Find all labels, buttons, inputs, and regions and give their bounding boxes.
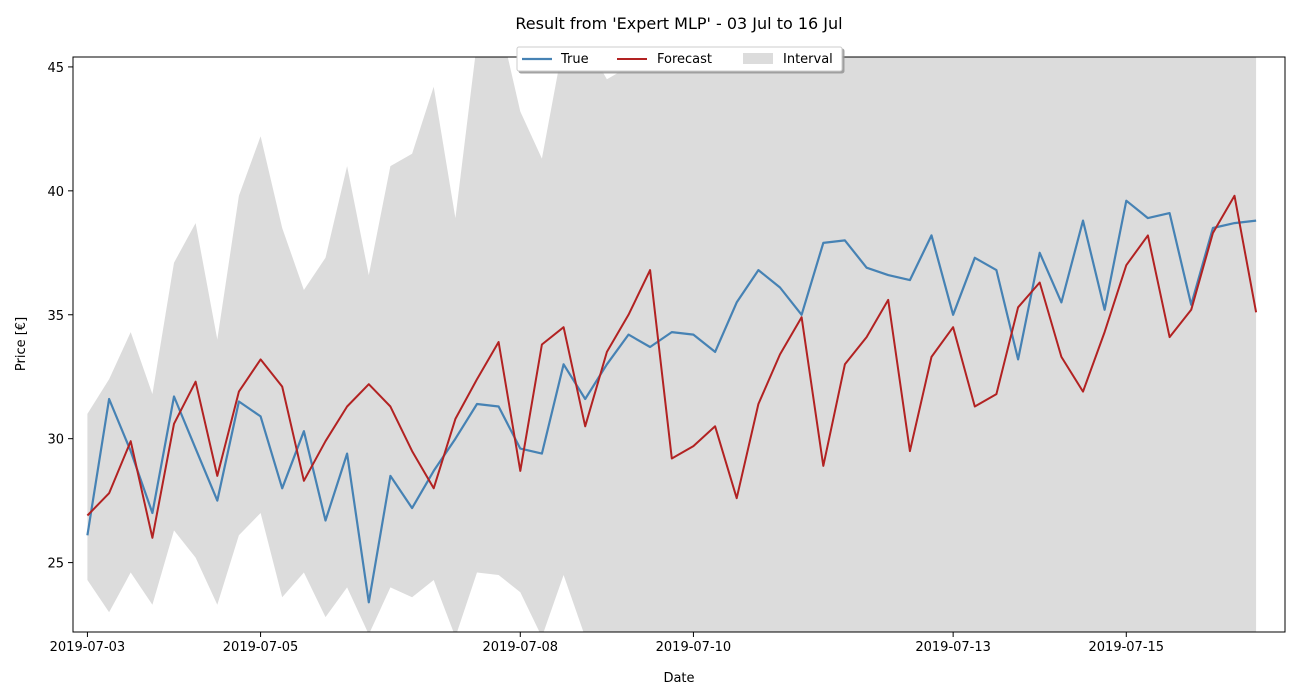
x-tick-label: 2019-07-05 [223,640,299,655]
y-tick-label: 40 [47,185,64,200]
y-tick-label: 30 [47,433,64,448]
x-tick-label: 2019-07-10 [656,640,732,655]
x-tick-label: 2019-07-03 [50,640,126,655]
interval-band [87,57,1257,632]
y-axis: 25 30 35 40 45 [47,61,73,572]
true-series-line [86,199,1257,604]
y-tick-label: 45 [47,61,64,76]
legend-interval-label: Interval [783,52,833,67]
legend-interval-swatch [743,53,773,64]
y-axis-label: Price [€] [14,317,29,371]
x-tick-label: 2019-07-15 [1089,640,1165,655]
plot-area [86,57,1258,632]
legend-true-label: True [560,52,589,67]
x-axis: 2019-07-03 2019-07-05 2019-07-08 2019-07-10… [50,632,1164,655]
forecast-series-line [86,194,1258,539]
legend-forecast-label: Forecast [657,52,712,67]
chart-title: Result from 'Expert MLP' - 03 Jul to 16 … [515,14,842,33]
x-axis-label: Date [663,671,694,686]
y-tick-label: 25 [47,557,64,572]
x-tick-label: 2019-07-13 [915,640,991,655]
legend: True Forecast Interval [516,46,843,72]
x-tick-label: 2019-07-08 [483,640,559,655]
y-tick-label: 35 [47,309,64,324]
